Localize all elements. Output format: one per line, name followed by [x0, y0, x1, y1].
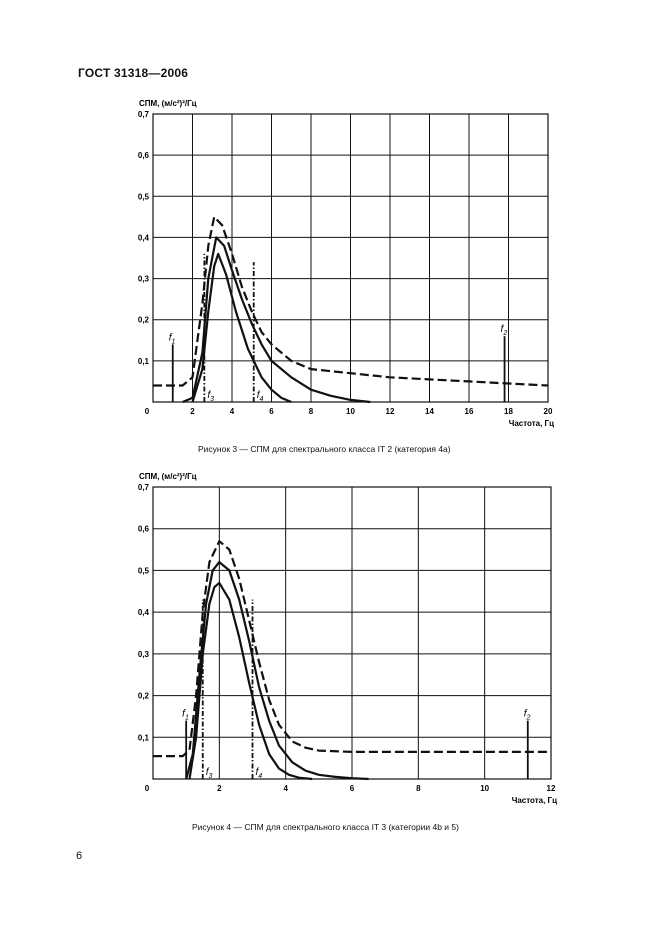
figure-3-caption: Рисунок 3 — СПМ для спектрального класса… [198, 444, 451, 454]
marker-f3-label: f3 [207, 390, 214, 403]
x-tick-label: 6 [350, 784, 355, 793]
psd-curve-1 [153, 215, 549, 387]
x-tick-label: 6 [269, 407, 274, 416]
x-tick-label: 18 [504, 407, 513, 416]
x-tick-label: 4 [230, 407, 235, 416]
y-tick-label: 0,5 [138, 566, 150, 575]
document-header: ГОСТ 31318—2006 [78, 66, 189, 80]
y-tick-label: 0,1 [138, 357, 150, 366]
y-tick-label: 0,3 [138, 650, 150, 659]
x-axis-label: Частота, Гц [512, 796, 557, 805]
y-tick-label: 0,2 [138, 316, 150, 325]
marker-f4-label: f4 [256, 767, 263, 780]
x-tick-label: 8 [416, 784, 421, 793]
marker-f3-label: f3 [206, 767, 213, 780]
x-tick-label: 10 [480, 784, 489, 793]
x-tick-label: 2 [190, 407, 195, 416]
x-tick-label: 10 [346, 407, 355, 416]
y-tick-label: 0,1 [138, 733, 150, 742]
y-tick-label: 0,5 [138, 192, 150, 201]
y-tick-label: 0,3 [138, 275, 150, 284]
psd-curve-2 [185, 561, 369, 781]
marker-f4-label: f4 [257, 390, 264, 403]
figure-4-chart: 0 2 4 6 8 10 12 0,1 0,2 0,3 0,4 0,5 0,6 0,7 СПМ, (м/с²… [138, 472, 557, 805]
x-tick-label: 12 [386, 407, 395, 416]
psd-curve-1 [153, 540, 551, 758]
psd-curve-3 [191, 252, 292, 404]
x-tick-label: 20 [544, 407, 553, 416]
y-axis-label: СПМ, (м/с²)²/Гц [139, 99, 197, 108]
x-tick-label: 14 [425, 407, 434, 416]
x-tick-label: 0 [145, 407, 150, 416]
marker-f1-label: f1 [182, 709, 189, 722]
x-tick-label: 8 [309, 407, 314, 416]
y-tick-label: 0,6 [138, 525, 150, 534]
page-number: 6 [76, 850, 83, 862]
x-tick-label: 12 [547, 784, 556, 793]
y-axis-label: СПМ, (м/с²)²/Гц [139, 472, 197, 481]
y-tick-label: 0,4 [138, 233, 150, 242]
psd-curve-3 [188, 581, 313, 781]
x-axis-label: Частота, Гц [509, 419, 554, 428]
marker-f1-label: f1 [169, 332, 176, 345]
figure-3-chart: 0 2 4 6 8 10 12 14 16 18 20 0,1 0,2 0,3 0,4 0,5 0,6 0,7 СП… [138, 99, 554, 428]
y-tick-label: 0,7 [138, 110, 150, 119]
y-tick-label: 0,4 [138, 608, 150, 617]
x-tick-label: 4 [283, 784, 288, 793]
figure-4-caption: Рисунок 4 — СПМ для спектрального класса… [192, 822, 459, 832]
y-tick-label: 0,2 [138, 692, 150, 701]
y-tick-label: 0,6 [138, 151, 150, 160]
marker-f2-label: f2 [501, 324, 508, 337]
psd-curve-2 [182, 236, 371, 404]
marker-f2-label: f2 [524, 709, 531, 722]
x-tick-label: 16 [465, 407, 474, 416]
x-tick-label: 2 [217, 784, 222, 793]
y-tick-label: 0,7 [138, 483, 150, 492]
x-tick-label: 0 [145, 784, 150, 793]
